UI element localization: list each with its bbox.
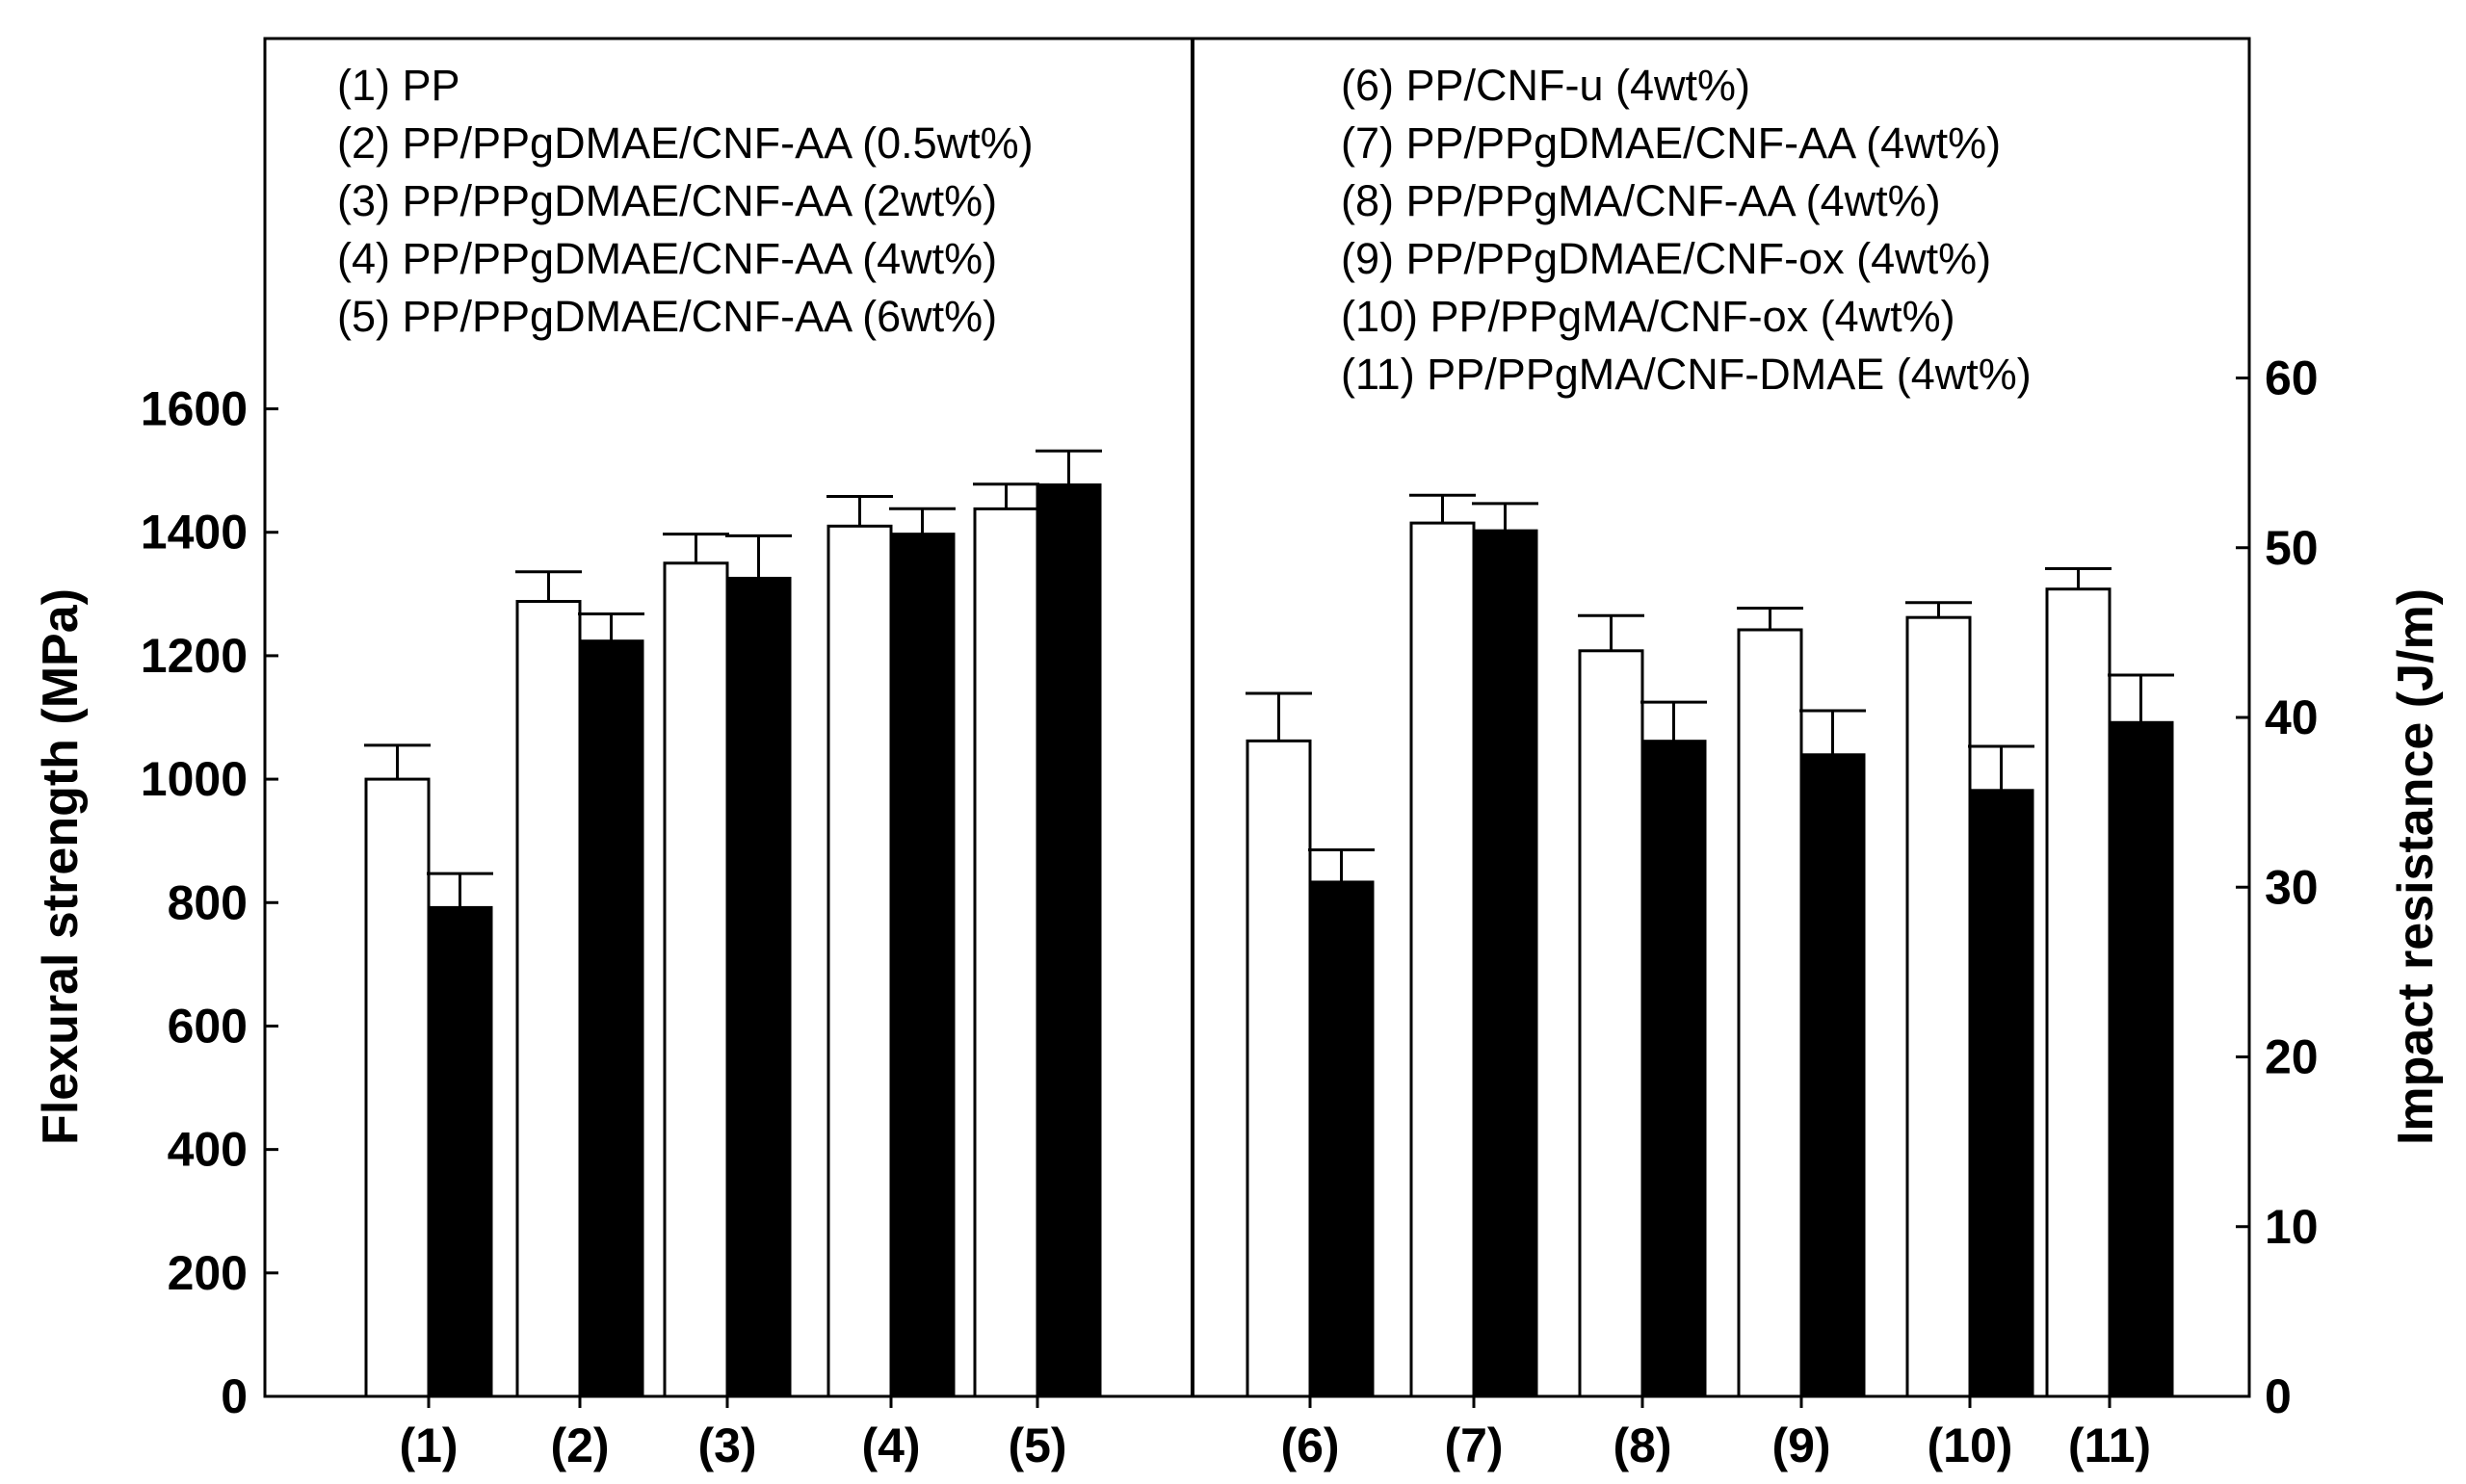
flexural-bar bbox=[1246, 739, 1312, 1398]
legend-entry: (6) PP/CNF-u (4wt%) bbox=[1341, 61, 1750, 110]
x-axis-ticks: (1) (2) (3) (4) (5) (6) (7) (8) (9) (10) (11) bbox=[399, 1396, 2151, 1472]
right-tick-label: 0 bbox=[2265, 1369, 2292, 1423]
right-tick-label: 50 bbox=[2265, 521, 2319, 575]
left-tick-label: 600 bbox=[168, 999, 248, 1053]
left-tick-label: 1000 bbox=[141, 752, 248, 806]
impact-bar bbox=[1799, 753, 1866, 1398]
right-tick-label: 10 bbox=[2265, 1200, 2319, 1254]
right-tick-label: 20 bbox=[2265, 1030, 2319, 1084]
impact-bar bbox=[1640, 740, 1707, 1398]
impact-bar bbox=[889, 533, 956, 1398]
right-tick-label: 60 bbox=[2265, 351, 2319, 405]
flexural-bar bbox=[2045, 587, 2112, 1398]
x-tick-label: (7) bbox=[1444, 1419, 1503, 1472]
impact-bar bbox=[725, 576, 792, 1398]
legend-right: (6) PP/CNF-u (4wt%) (7) PP/PPgDMAE/CNF-AA… bbox=[1341, 61, 2032, 399]
left-tick-label: 0 bbox=[221, 1369, 248, 1423]
x-tick-label: (8) bbox=[1613, 1419, 1671, 1472]
x-tick-label: (3) bbox=[697, 1419, 756, 1472]
flexural-bar bbox=[826, 524, 893, 1398]
x-tick-label: (10) bbox=[1928, 1419, 2013, 1472]
legend-entry: (9) PP/PPgDMAE/CNF-ox (4wt%) bbox=[1341, 234, 1991, 283]
flexural-bar bbox=[1737, 628, 1803, 1398]
bar-marks bbox=[364, 449, 2174, 1398]
left-tick-label: 1200 bbox=[141, 629, 248, 683]
left-tick-label: 1400 bbox=[141, 506, 248, 560]
legend-entry: (7) PP/PPgDMAE/CNF-AA (4wt%) bbox=[1341, 118, 2001, 168]
legend-entry: (10) PP/PPgMA/CNF-ox (4wt%) bbox=[1341, 292, 1955, 341]
x-tick-label: (6) bbox=[1280, 1419, 1339, 1472]
flexural-bar bbox=[1578, 649, 1644, 1398]
flexural-bar bbox=[1409, 521, 1476, 1398]
flexural-bar bbox=[663, 561, 729, 1398]
legend-entry: (1) PP bbox=[337, 61, 460, 110]
legend-left: (1) PP (2) PP/PPgDMAE/CNF-AA (0.5wt%) (3) … bbox=[337, 61, 1034, 341]
right-tick-label: 30 bbox=[2265, 860, 2319, 914]
legend-entry: (2) PP/PPgDMAE/CNF-AA (0.5wt%) bbox=[337, 118, 1034, 168]
x-tick-label: (2) bbox=[550, 1419, 609, 1472]
x-tick-label: (5) bbox=[1008, 1419, 1066, 1472]
legend-entry: (4) PP/PPgDMAE/CNF-AA (4wt%) bbox=[337, 234, 997, 283]
right-tick-label: 40 bbox=[2265, 690, 2319, 744]
right-axis-title: Impact resistance (J/m) bbox=[2388, 588, 2444, 1145]
legend-entry: (5) PP/PPgDMAE/CNF-AA (6wt%) bbox=[337, 292, 997, 341]
x-tick-label: (9) bbox=[1771, 1419, 1830, 1472]
x-tick-label: (1) bbox=[399, 1419, 458, 1472]
x-tick-label: (11) bbox=[2068, 1419, 2151, 1472]
right-y-axis: 0 10 20 30 40 50 60 bbox=[2236, 351, 2319, 1423]
left-tick-label: 400 bbox=[168, 1123, 248, 1177]
left-tick-label: 200 bbox=[168, 1246, 248, 1300]
impact-bar bbox=[1308, 880, 1375, 1398]
flexural-bar bbox=[973, 507, 1039, 1398]
flexural-bar bbox=[1905, 615, 1972, 1398]
legend-entry: (11) PP/PPgMA/CNF-DMAE (4wt%) bbox=[1341, 350, 2032, 399]
left-y-axis: 0 200 400 600 800 1000 1200 1400 1600 bbox=[141, 382, 278, 1423]
impact-bar bbox=[1968, 789, 2034, 1398]
impact-bar bbox=[2108, 720, 2174, 1398]
impact-bar bbox=[427, 905, 493, 1398]
left-tick-label: 1600 bbox=[141, 382, 248, 436]
legend-entry: (3) PP/PPgDMAE/CNF-AA (2wt%) bbox=[337, 176, 997, 225]
left-axis-title: Flexural strength (MPa) bbox=[33, 588, 89, 1145]
flexural-bar bbox=[364, 777, 431, 1398]
left-tick-label: 800 bbox=[168, 875, 248, 929]
impact-bar bbox=[578, 639, 644, 1398]
impact-bar bbox=[1036, 483, 1102, 1398]
flexural-bar bbox=[515, 600, 582, 1398]
impact-bar bbox=[1472, 529, 1538, 1398]
x-tick-label: (4) bbox=[861, 1419, 920, 1472]
legend-entry: (8) PP/PPgMA/CNF-AA (4wt%) bbox=[1341, 176, 1941, 225]
